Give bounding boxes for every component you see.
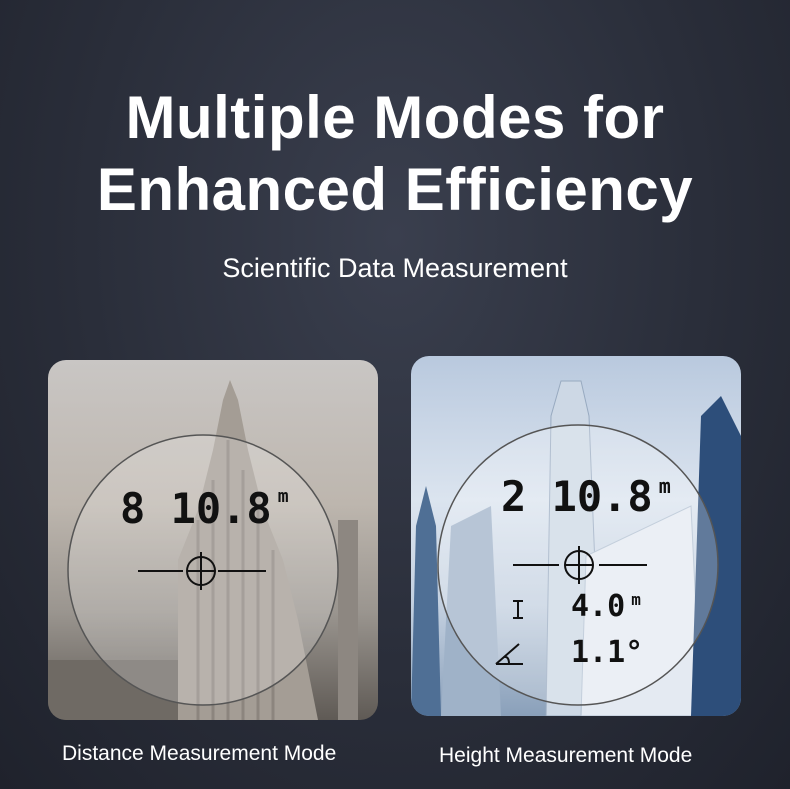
angle-readout: 1.1° [571,635,644,670]
distance-readout: 8 10.8 [120,484,272,533]
height-display: 4.0 m [571,592,641,622]
distance-unit: m [658,474,671,498]
headline-line1: Multiple Modes for [125,84,665,151]
distance-mode-caption: Distance Measurement Mode [62,742,337,765]
distance-display: 8 10.8 m [120,488,289,530]
angle-display: 1.1° [571,638,643,668]
crosshair-icon [513,546,647,584]
headline: Multiple Modes for Enhanced Efficiency [0,82,790,226]
distance-display: 2 10.8 m [501,476,671,518]
angle-icon [495,643,523,665]
crosshair-icon [138,552,266,590]
height-unit: m [631,590,641,609]
distance-unit: m [277,486,289,507]
height-mode-caption: Height Measurement Mode [439,744,693,767]
subtitle: Scientific Data Measurement [222,253,568,283]
height-icon [513,600,523,619]
height-readout: 4.0 [571,589,626,624]
headline-line2: Enhanced Efficiency [96,156,694,223]
height-mode-image: 2 10.8 m 4.0 m 1.1° [411,356,741,716]
building-scene [411,380,741,716]
distance-mode-image: 8 10.8 m [48,360,378,720]
distance-readout: 2 10.8 [501,472,653,521]
building-scene [48,380,358,720]
